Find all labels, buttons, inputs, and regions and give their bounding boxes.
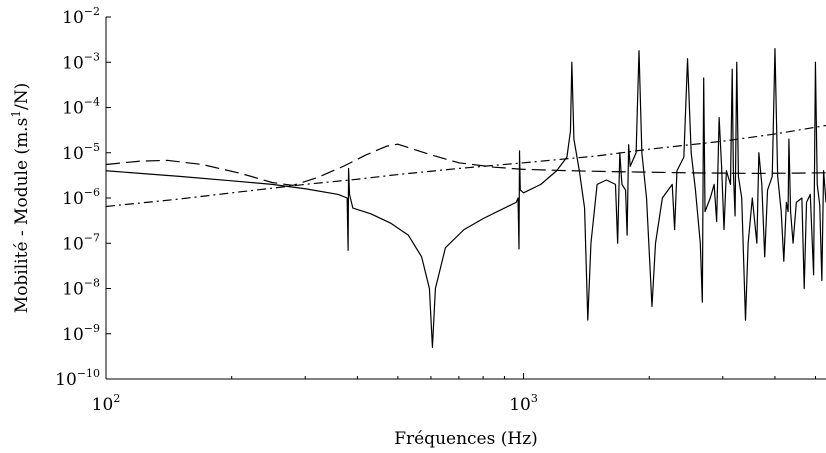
- y-axis-label: Mobilité - Module (m.s1/N): [9, 83, 32, 313]
- plot-area: [105, 17, 826, 380]
- series-solid-line: [106, 48, 826, 348]
- y-tick-label: 10−10: [55, 367, 100, 390]
- x-tick-label: 103: [509, 392, 538, 415]
- y-tick-label: 10−3: [62, 50, 100, 73]
- y-tick-label: 10−9: [62, 322, 100, 345]
- axes-layer: [105, 17, 826, 380]
- y-tick-label: 10−8: [62, 277, 100, 300]
- ticks-layer: 10−10 10−9 10−8 10−7 10−6 10−5 10−4 10−3 10−2 102…: [55, 5, 816, 415]
- series-dashed-line: [106, 143, 826, 186]
- y-tick-label: 10−7: [62, 231, 100, 254]
- y-tick-label: 10−4: [62, 96, 100, 119]
- series-layer: [106, 48, 826, 348]
- y-tick-label: 10−6: [62, 186, 100, 209]
- y-tick-label: 10−2: [62, 5, 100, 28]
- y-tick-label: 10−5: [62, 141, 100, 164]
- x-tick-label: 102: [92, 392, 121, 415]
- x-axis-label: Fréquences (Hz): [394, 429, 538, 449]
